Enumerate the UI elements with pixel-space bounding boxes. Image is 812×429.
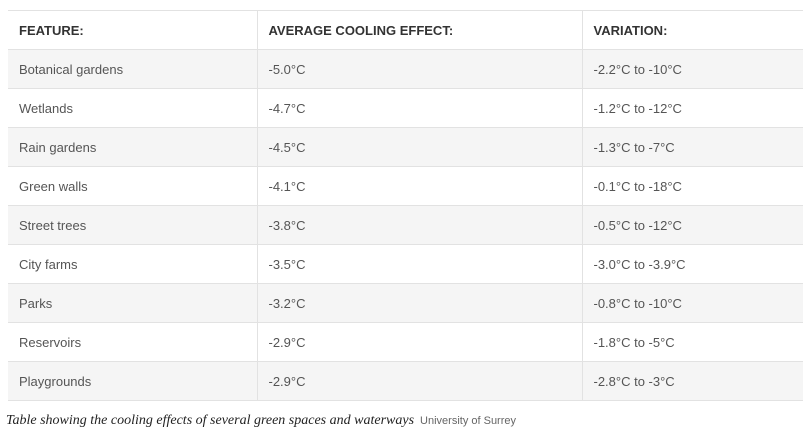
table-cell: -1.2°C to -12°C [582, 88, 803, 128]
table-row: Parks -3.2°C -0.8°C to -10°C [8, 283, 803, 323]
header-cell: FEATURE: [8, 10, 258, 50]
table-cell: -0.5°C to -12°C [582, 205, 803, 245]
table-row: Botanical gardens -5.0°C -2.2°C to -10°C [8, 49, 803, 89]
table-body: Botanical gardens -5.0°C -2.2°C to -10°C We… [8, 49, 803, 401]
table-row: Playgrounds -2.9°C -2.8°C to -3°C [8, 361, 803, 401]
table-row: Street trees -3.8°C -0.5°C to -12°C [8, 205, 803, 245]
table-cell: Playgrounds [8, 361, 258, 401]
table-cell: Parks [8, 283, 258, 323]
table-cell: -2.9°C [257, 322, 583, 362]
table-cell: -0.1°C to -18°C [582, 166, 803, 206]
table-cell: -1.3°C to -7°C [582, 127, 803, 167]
table-cell: Reservoirs [8, 322, 258, 362]
table-container: FEATURE: AVERAGE COOLING EFFECT: VARIATION… [8, 10, 803, 401]
caption: Table showing the cooling effects of sev… [6, 411, 516, 429]
table-cell: -0.8°C to -10°C [582, 283, 803, 323]
table-row: Reservoirs -2.9°C -1.8°C to -5°C [8, 322, 803, 362]
table-row: City farms -3.5°C -3.0°C to -3.9°C [8, 244, 803, 284]
header-row: FEATURE: AVERAGE COOLING EFFECT: VARIATION… [8, 10, 803, 50]
table-cell: Street trees [8, 205, 258, 245]
table-cell: -3.0°C to -3.9°C [582, 244, 803, 284]
table-cell: -1.8°C to -5°C [582, 322, 803, 362]
table-row: Wetlands -4.7°C -1.2°C to -12°C [8, 88, 803, 128]
caption-text: Table showing the cooling effects of sev… [6, 413, 415, 428]
table-cell: -4.5°C [257, 127, 583, 167]
table-cell: -4.1°C [257, 166, 583, 206]
header-cell: VARIATION: [582, 10, 803, 50]
caption-credit: University of Surrey [420, 415, 517, 427]
table-cell: -2.2°C to -10°C [582, 49, 803, 89]
table-cell: -4.7°C [257, 88, 583, 128]
table-cell: Botanical gardens [8, 49, 258, 89]
table: FEATURE: AVERAGE COOLING EFFECT: VARIATION… [8, 10, 803, 401]
table-row: Rain gardens -4.5°C -1.3°C to -7°C [8, 127, 803, 167]
table-cell: Rain gardens [8, 127, 258, 167]
table-cell: -2.8°C to -3°C [582, 361, 803, 401]
table-cell: -3.5°C [257, 244, 583, 284]
table-cell: Wetlands [8, 88, 258, 128]
header-cell: AVERAGE COOLING EFFECT: [257, 10, 583, 50]
table-row: Green walls -4.1°C -0.1°C to -18°C [8, 166, 803, 206]
table-cell: -2.9°C [257, 361, 583, 401]
table-cell: -5.0°C [257, 49, 583, 89]
table-cell: City farms [8, 244, 258, 284]
table-head: FEATURE: AVERAGE COOLING EFFECT: VARIATION… [8, 10, 803, 50]
table-cell: -3.8°C [257, 205, 583, 245]
table-cell: -3.2°C [257, 283, 583, 323]
table-cell: Green walls [8, 166, 258, 206]
